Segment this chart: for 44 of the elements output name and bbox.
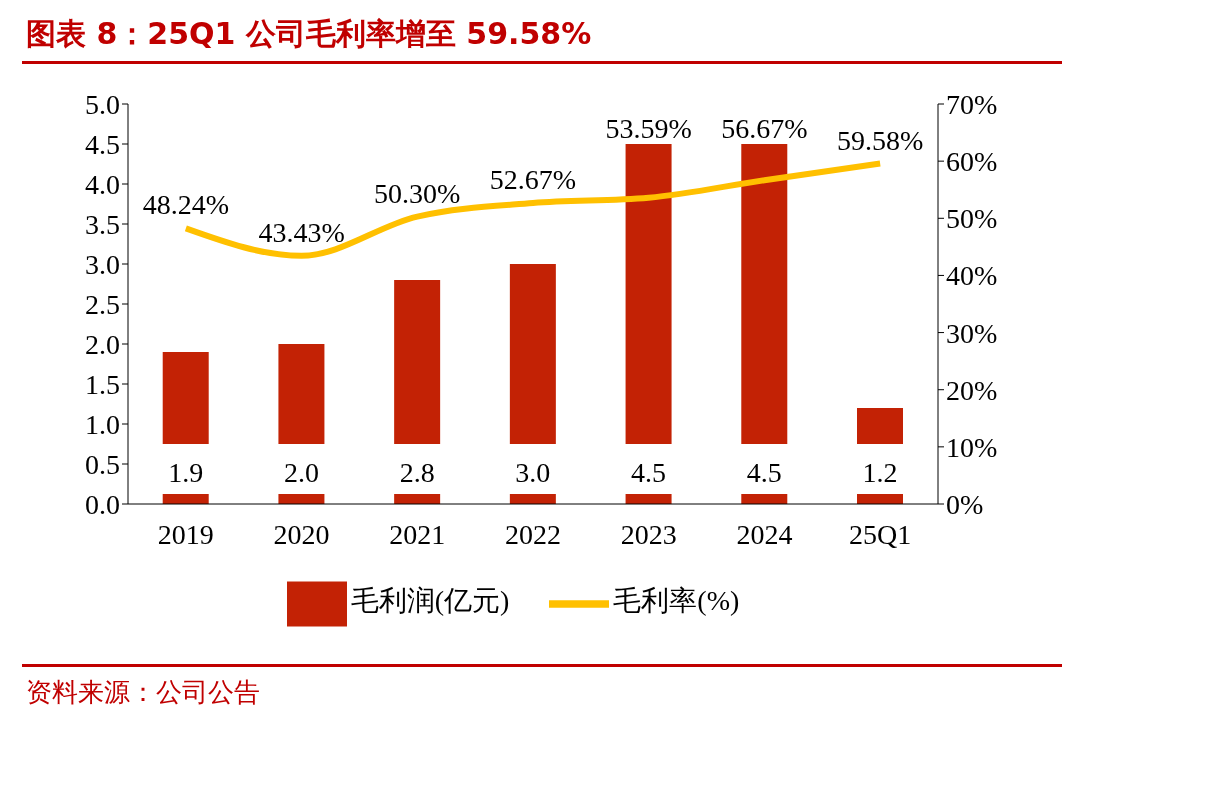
data-label: 48.24% xyxy=(142,189,230,221)
data-label: 59.58% xyxy=(836,124,924,156)
data-label: 56.67% xyxy=(721,113,808,144)
y-tick-label: 5.0 xyxy=(85,88,120,120)
y-tick-label: 1.5 xyxy=(85,368,120,400)
x-tick-label: 2023 xyxy=(620,518,677,550)
text: 资料来源：公司公告 xyxy=(25,676,261,709)
x-tick-label: 2019 xyxy=(157,518,214,550)
data-label: 2.0 xyxy=(283,457,319,488)
y-tick-label: 3.5 xyxy=(85,208,120,240)
y2-tick-label: 40% xyxy=(946,260,998,292)
data-label: 4.5 xyxy=(631,457,667,488)
y-tick-label: 0.5 xyxy=(85,448,120,480)
y-tick-label: 3.0 xyxy=(85,248,120,280)
y-tick-label: 1.0 xyxy=(85,408,120,440)
y2-tick-label: 70% xyxy=(946,88,998,120)
y-tick-label: 2.0 xyxy=(85,328,120,360)
data-label: 1.2 xyxy=(862,457,898,488)
y-tick-label: 4.5 xyxy=(85,128,120,160)
legend-label: 毛利润(亿元) xyxy=(350,585,510,617)
y2-tick-label: 10% xyxy=(946,431,998,463)
data-label: 50.30% xyxy=(374,177,461,209)
y-tick-label: 4.0 xyxy=(85,168,120,200)
y2-tick-label: 20% xyxy=(946,374,998,406)
data-label: 4.5 xyxy=(746,457,782,488)
y2-tick-label: 30% xyxy=(946,317,998,349)
y-tick-label: 0.0 xyxy=(85,488,120,520)
data-label: 53.59% xyxy=(605,113,692,144)
x-tick-label: 2021 xyxy=(389,518,446,550)
legend-label: 毛利率(%) xyxy=(613,585,740,617)
data-label: 3.0 xyxy=(515,457,551,488)
chart-title: 图表 8：25Q1 公司毛利率增至 59.58% xyxy=(25,15,593,53)
y2-tick-label: 60% xyxy=(946,146,998,178)
x-tick-label: 2024 xyxy=(736,518,793,550)
y2-tick-label: 0% xyxy=(946,488,984,520)
y2-tick-label: 50% xyxy=(946,203,998,235)
x-tick-label: 25Q1 xyxy=(849,518,912,550)
data-label: 2.8 xyxy=(399,457,435,488)
data-label: 52.67% xyxy=(489,164,577,196)
y-tick-label: 2.5 xyxy=(85,288,120,320)
data-label: 43.43% xyxy=(258,216,345,248)
data-label: 1.9 xyxy=(168,457,204,488)
x-tick-label: 2020 xyxy=(273,518,330,550)
x-tick-label: 2022 xyxy=(505,518,561,550)
